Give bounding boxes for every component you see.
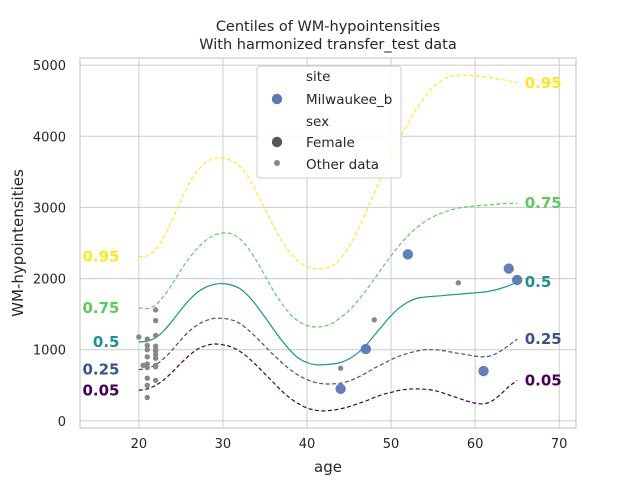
x-tick-label: 20 <box>131 437 148 452</box>
centile-label-left: 0.75 <box>82 299 119 317</box>
legend-marker-other <box>274 160 280 166</box>
x-tick-label: 70 <box>551 437 568 452</box>
other-data-point <box>371 317 377 323</box>
milwaukee-data-point <box>511 274 523 286</box>
centile-label-right: 0.95 <box>525 74 562 92</box>
legend-entry-other: Other data <box>306 157 379 173</box>
y-tick-label: 3000 <box>33 201 66 216</box>
x-tick-label: 50 <box>383 437 400 452</box>
milwaukee-data-point <box>360 343 372 355</box>
centile-curve-0.25 <box>138 317 518 385</box>
other-data-point <box>144 354 150 360</box>
centile-labels: 0.05 0.05 0.25 0.25 0.5 0.5 0.75 0.75 0.95 0.95 <box>82 74 561 399</box>
other-data-point <box>144 375 150 381</box>
x-axis-label: age <box>314 458 342 476</box>
other-data-point <box>152 332 159 339</box>
legend-box <box>256 65 402 179</box>
centile-label-left: 0.5 <box>93 333 120 351</box>
centile-label-right: 0.25 <box>525 330 562 348</box>
legend-heading-site: site <box>306 69 330 85</box>
milwaukee-data-point <box>335 383 346 395</box>
other-data-point <box>152 317 159 324</box>
other-data-point <box>144 347 150 353</box>
y-tick-label: 0 <box>58 415 66 430</box>
y-tick-label: 5000 <box>33 59 66 74</box>
other-data-point <box>140 362 146 369</box>
legend-entry-female: Female <box>306 135 355 151</box>
legend-heading-sex: sex <box>306 114 329 130</box>
other-data-point <box>144 394 150 401</box>
y-tick-label: 2000 <box>33 273 66 288</box>
milwaukee-data-point <box>503 263 514 274</box>
chart-subtitle: With harmonized transfer_test data <box>199 37 457 53</box>
other-data-point <box>337 365 344 371</box>
other-data-point <box>152 355 159 361</box>
other-data-point <box>152 347 159 353</box>
other-data-point <box>144 336 150 342</box>
other-data-point <box>152 307 159 313</box>
centile-curve-0.5 <box>138 281 518 366</box>
centile-label-left: 0.05 <box>82 381 119 399</box>
chart-title: Centiles of WM-hypointensities <box>216 19 440 35</box>
centile-label-right: 0.75 <box>525 194 562 212</box>
y-tick-label: 4000 <box>33 130 66 145</box>
centile-label-right: 0.5 <box>525 273 552 291</box>
centile-label-left: 0.95 <box>82 248 119 266</box>
other-data-point <box>152 377 159 384</box>
milwaukee-data-point <box>478 365 489 377</box>
x-tick-label: 40 <box>299 437 316 452</box>
centile-curve-0.95 <box>138 74 518 270</box>
x-tick-label: 30 <box>215 437 232 452</box>
other-data-point <box>144 364 150 371</box>
grid <box>80 58 576 428</box>
y-tick-label: 1000 <box>33 344 66 359</box>
milwaukee-data-point <box>402 249 414 260</box>
other-data-point <box>144 342 150 349</box>
centile-curves <box>138 74 518 412</box>
legend: site Milwaukee_b sex Female Other data <box>256 65 402 179</box>
legend-marker-milwaukee <box>271 93 283 105</box>
legend-marker-female <box>271 136 283 148</box>
legend-entry-milwaukee: Milwaukee_b <box>306 92 392 108</box>
other-data-point <box>144 382 150 389</box>
y-axis-label: WM-hypointensities <box>9 169 27 317</box>
centile-curve-0.75 <box>138 202 518 328</box>
other-data-point <box>455 280 462 286</box>
centile-label-left: 0.25 <box>82 361 119 379</box>
data-points <box>136 249 523 401</box>
x-tick-label: 60 <box>467 437 484 452</box>
other-data-point <box>152 364 159 370</box>
axis-ticks: 20 30 40 50 60 70 0 1000 2000 3000 4000 5000 <box>33 59 568 452</box>
centile-curve-0.05 <box>138 343 518 412</box>
other-data-point <box>136 334 142 340</box>
centile-label-right: 0.05 <box>525 371 562 389</box>
